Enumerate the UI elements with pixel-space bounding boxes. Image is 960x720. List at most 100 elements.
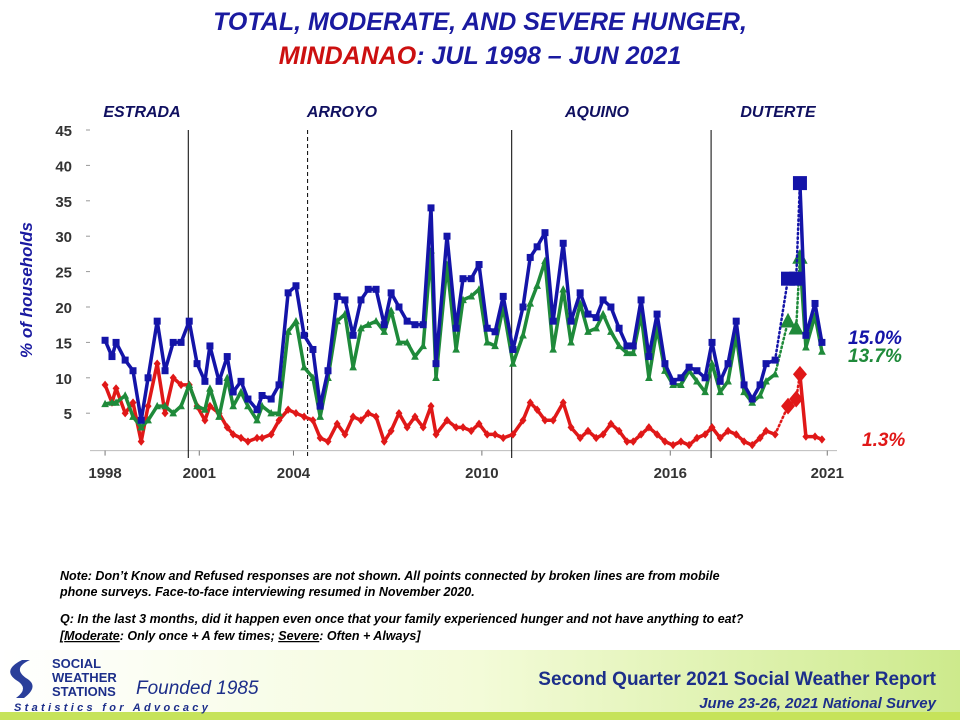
marker <box>185 380 194 389</box>
marker <box>137 423 146 431</box>
marker <box>223 373 232 381</box>
x-tick-label: 2001 <box>183 465 216 482</box>
marker <box>732 317 740 325</box>
marker <box>333 419 341 429</box>
question-definitions: [Moderate: Only once + A few times; Seve… <box>59 629 421 643</box>
marker <box>101 399 109 408</box>
org-name: STATIONS <box>52 684 116 699</box>
marker <box>724 360 732 368</box>
marker <box>206 384 214 392</box>
marker <box>292 282 300 290</box>
motto: Statistics for Advocacy <box>14 702 211 714</box>
survey-date: June 23-26, 2021 National Survey <box>699 695 936 712</box>
marker <box>129 398 137 407</box>
marker <box>215 412 223 420</box>
marker <box>153 317 161 325</box>
marker <box>771 370 779 378</box>
marker <box>549 416 557 425</box>
marker <box>771 356 779 364</box>
footer-bg <box>0 650 960 720</box>
marker <box>380 437 388 446</box>
marker <box>185 317 193 325</box>
marker <box>193 360 201 368</box>
marker <box>223 353 231 361</box>
marker <box>567 317 575 325</box>
marker <box>526 299 535 307</box>
marker <box>201 377 209 385</box>
marker <box>701 430 709 439</box>
x-tick-label: 2004 <box>277 465 311 482</box>
marker <box>284 405 292 414</box>
era-label: ARROYO <box>306 104 378 121</box>
marker <box>623 348 631 357</box>
marker <box>592 324 601 332</box>
title-region: MINDANAO <box>279 42 417 70</box>
marker <box>740 387 748 396</box>
marker <box>432 360 440 368</box>
marker <box>645 353 653 361</box>
marker <box>372 285 380 293</box>
marker <box>792 176 807 191</box>
marker <box>467 275 475 283</box>
x-tick-label: 2016 <box>654 465 687 482</box>
marker <box>669 377 677 385</box>
marker <box>584 327 592 335</box>
marker <box>802 432 810 441</box>
marker <box>615 341 623 350</box>
marker <box>452 423 460 432</box>
notes: Note: Don’t Know and Refused responses a… <box>59 569 744 643</box>
marker <box>762 360 770 368</box>
marker <box>483 338 492 346</box>
x-tick-label: 2021 <box>811 465 844 482</box>
y-tick-label: 10 <box>55 371 72 388</box>
marker <box>467 426 475 436</box>
marker <box>253 406 261 414</box>
marker <box>677 374 685 382</box>
y-tick-label: 30 <box>55 229 72 246</box>
marker <box>258 392 266 399</box>
marker <box>756 391 764 399</box>
y-tick-label: 35 <box>55 194 72 211</box>
marker <box>629 342 637 350</box>
marker <box>411 412 419 421</box>
footer: SOCIAL WEATHER STATIONS Founded 1985 Sta… <box>0 650 960 720</box>
footer-strip <box>0 712 960 720</box>
series-line-mobile <box>773 373 802 436</box>
marker <box>419 341 428 350</box>
marker <box>144 416 152 424</box>
marker <box>411 352 419 360</box>
marker <box>403 423 411 432</box>
chart-subtitle: MINDANAO: JUL 1998 – JUN 2021 <box>279 42 681 70</box>
marker <box>653 310 661 318</box>
marker <box>237 387 245 396</box>
y-tick-label: 5 <box>64 406 72 423</box>
marker <box>275 416 283 425</box>
marker <box>475 261 483 269</box>
marker <box>101 380 109 390</box>
marker <box>101 336 109 344</box>
marker <box>533 405 541 414</box>
marker <box>267 395 275 403</box>
marker <box>629 437 637 446</box>
marker <box>661 360 669 368</box>
marker <box>349 362 357 371</box>
marker <box>324 367 332 375</box>
marker <box>411 321 419 329</box>
marker <box>607 303 615 311</box>
marker <box>121 391 130 399</box>
marker <box>237 377 245 385</box>
marker <box>193 401 201 410</box>
marker <box>169 409 178 417</box>
marker <box>258 433 266 443</box>
series-line <box>798 183 824 343</box>
marker <box>275 409 283 417</box>
marker <box>637 296 645 304</box>
marker <box>112 384 120 393</box>
y-tick-label: 40 <box>55 158 72 175</box>
marker <box>701 387 709 396</box>
end-label: 15.0% <box>848 328 902 349</box>
marker <box>309 416 317 425</box>
marker <box>403 338 411 346</box>
marker <box>811 432 819 441</box>
marker <box>229 430 237 439</box>
